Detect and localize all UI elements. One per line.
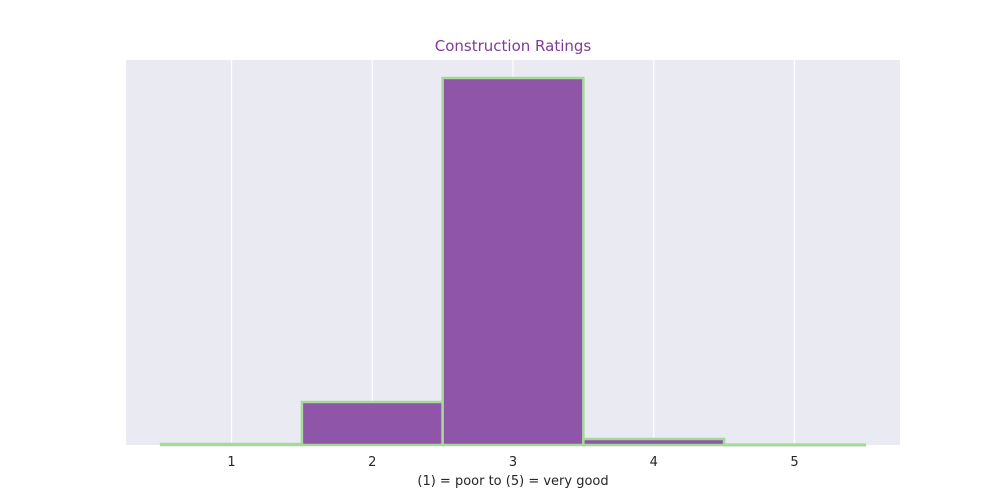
x-tick-label-5: 5 [790, 455, 798, 470]
bar-5 [722, 443, 867, 447]
bar-1 [159, 442, 304, 447]
x-tick-label-4: 4 [650, 455, 658, 470]
bar-3 [441, 76, 585, 447]
bar-2 [300, 400, 444, 447]
x-tick-label-2: 2 [368, 455, 376, 470]
x-axis-label: (1) = poor to (5) = very good [417, 474, 608, 489]
chart-title: Construction Ratings [435, 37, 592, 55]
x-tick-label-3: 3 [509, 455, 517, 470]
x-tick-label-1: 1 [227, 455, 235, 470]
x-tick-labels: 1 2 3 4 5 [227, 455, 798, 470]
bar-4 [582, 437, 726, 447]
bars [159, 76, 867, 447]
